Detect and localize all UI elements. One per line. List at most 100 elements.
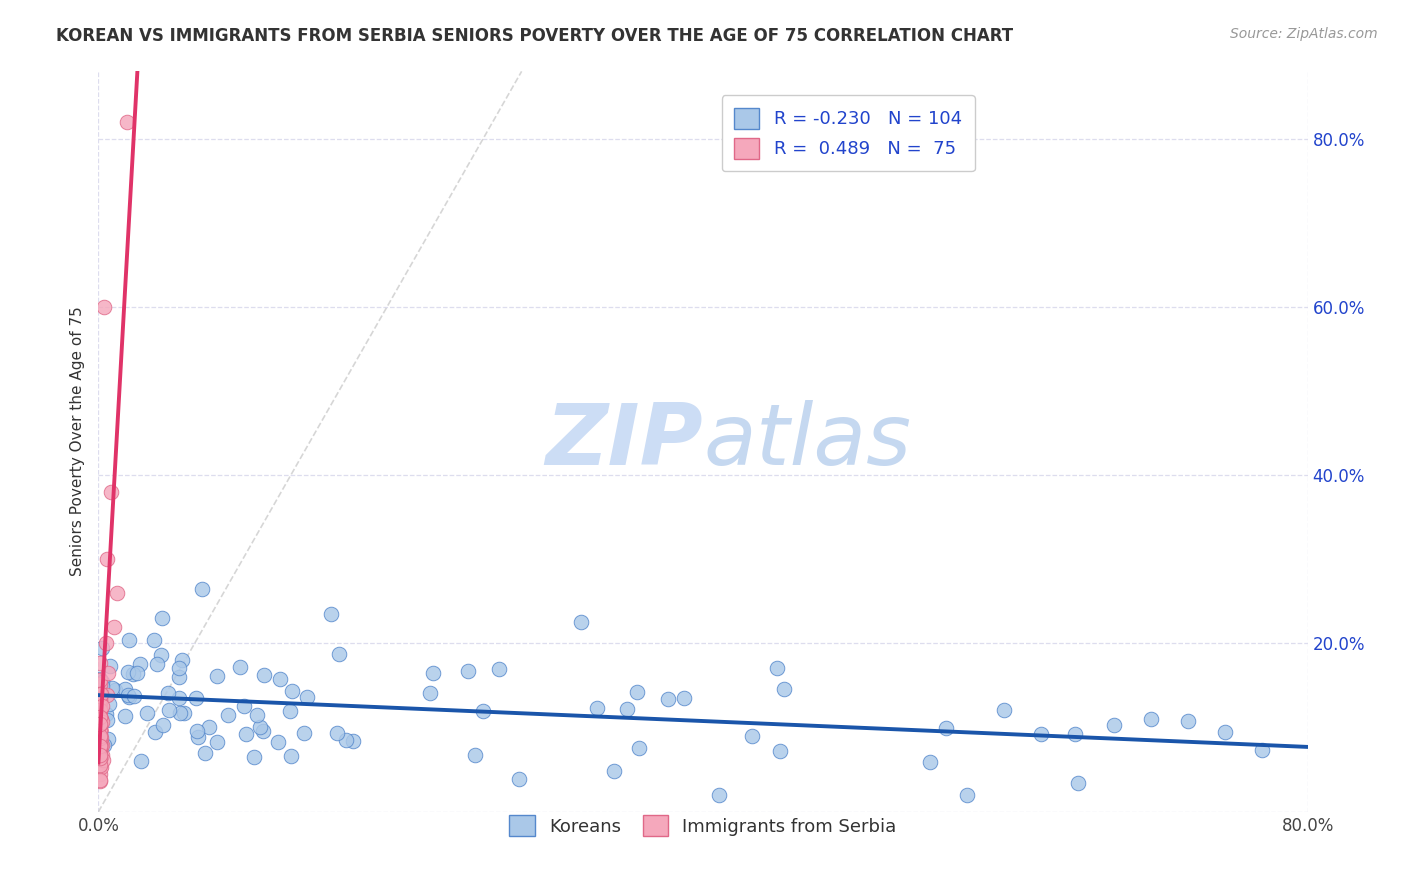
Point <box>569 615 592 630</box>
Point <box>114 681 136 696</box>
Point <box>122 667 145 681</box>
Point <box>89 740 111 755</box>
Point <box>993 702 1015 716</box>
Point <box>89 758 111 772</box>
Point <box>89 772 111 787</box>
Point <box>280 748 302 763</box>
Point <box>104 683 127 698</box>
Point <box>935 721 957 735</box>
Point <box>91 738 114 752</box>
Point <box>89 732 111 747</box>
Point <box>89 694 111 708</box>
Text: Source: ZipAtlas.com: Source: ZipAtlas.com <box>1230 27 1378 41</box>
Point <box>89 718 111 732</box>
Point <box>89 737 111 751</box>
Point <box>89 723 111 738</box>
Point <box>118 690 141 704</box>
Point <box>252 723 274 738</box>
Point <box>89 723 111 737</box>
Point <box>173 706 195 720</box>
Point <box>281 684 304 698</box>
Point <box>157 702 180 716</box>
Point <box>295 690 318 704</box>
Point <box>89 656 111 670</box>
Point <box>115 115 138 129</box>
Point <box>90 760 112 774</box>
Point <box>89 736 111 750</box>
Point <box>97 665 120 680</box>
Point <box>186 691 208 706</box>
Point <box>90 715 112 730</box>
Point <box>89 752 111 766</box>
Point <box>89 738 111 752</box>
Point <box>1029 727 1052 741</box>
Point <box>89 774 111 789</box>
Point <box>167 671 190 685</box>
Point <box>93 738 115 752</box>
Point <box>89 702 111 716</box>
Point <box>100 681 122 696</box>
Point <box>457 664 479 678</box>
Point <box>89 708 111 723</box>
Point <box>471 704 494 718</box>
Point <box>89 738 111 752</box>
Point <box>89 691 111 706</box>
Point <box>205 669 228 683</box>
Text: KOREAN VS IMMIGRANTS FROM SERBIA SENIORS POVERTY OVER THE AGE OF 75 CORRELATION : KOREAN VS IMMIGRANTS FROM SERBIA SENIORS… <box>56 27 1014 45</box>
Point <box>90 675 112 690</box>
Point <box>149 648 172 662</box>
Point <box>89 710 111 724</box>
Point <box>156 686 179 700</box>
Point <box>89 704 111 718</box>
Point <box>773 682 796 697</box>
Point <box>89 731 111 746</box>
Point <box>266 735 288 749</box>
Point <box>89 710 111 724</box>
Point <box>89 703 111 717</box>
Point <box>117 665 139 680</box>
Point <box>89 748 111 763</box>
Point <box>278 704 301 718</box>
Point <box>124 689 146 703</box>
Point <box>342 733 364 747</box>
Point <box>89 716 111 731</box>
Point <box>741 729 763 743</box>
Point <box>150 610 173 624</box>
Text: atlas: atlas <box>703 400 911 483</box>
Point <box>292 726 315 740</box>
Point <box>87 742 110 756</box>
Point <box>335 732 357 747</box>
Point <box>1064 727 1087 741</box>
Point <box>766 661 789 675</box>
Legend: Koreans, Immigrants from Serbia: Koreans, Immigrants from Serbia <box>502 808 904 844</box>
Point <box>89 732 111 747</box>
Point <box>229 660 252 674</box>
Point <box>1213 725 1236 739</box>
Point <box>205 735 228 749</box>
Point <box>97 731 120 746</box>
Point <box>232 699 254 714</box>
Point <box>1140 712 1163 726</box>
Point <box>89 727 111 741</box>
Point <box>243 750 266 764</box>
Point <box>94 707 117 722</box>
Point <box>89 715 111 730</box>
Point <box>586 701 609 715</box>
Point <box>1177 714 1199 729</box>
Point <box>169 706 191 720</box>
Point <box>114 708 136 723</box>
Point <box>918 756 941 770</box>
Point <box>96 552 118 566</box>
Point <box>143 632 166 647</box>
Point <box>170 652 193 666</box>
Text: ZIP: ZIP <box>546 400 703 483</box>
Point <box>419 686 441 700</box>
Point <box>129 657 152 672</box>
Point <box>89 740 111 755</box>
Point <box>769 744 792 758</box>
Point <box>508 772 530 787</box>
Point <box>626 685 648 699</box>
Point <box>105 586 128 600</box>
Point <box>89 757 111 772</box>
Point <box>89 716 111 731</box>
